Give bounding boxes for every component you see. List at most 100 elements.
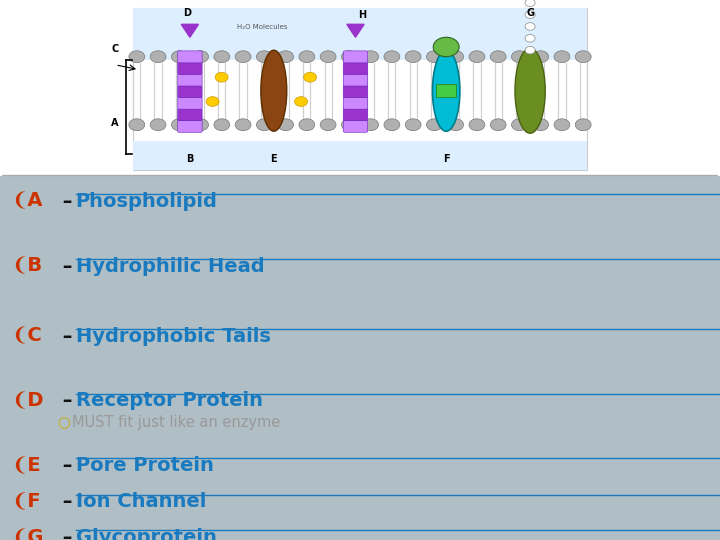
FancyBboxPatch shape	[343, 85, 368, 98]
Polygon shape	[181, 24, 199, 37]
Text: MUST fit just like an enzyme: MUST fit just like an enzyme	[72, 415, 280, 430]
Text: ❨C: ❨C	[11, 327, 42, 346]
Circle shape	[193, 51, 209, 63]
Ellipse shape	[515, 48, 545, 133]
Text: H: H	[359, 10, 366, 20]
Circle shape	[363, 119, 379, 131]
Circle shape	[278, 119, 294, 131]
Circle shape	[320, 119, 336, 131]
Circle shape	[405, 119, 421, 131]
Text: Hydrophilic Head: Hydrophilic Head	[76, 256, 264, 275]
FancyBboxPatch shape	[133, 8, 587, 170]
FancyBboxPatch shape	[343, 63, 368, 75]
Circle shape	[525, 23, 535, 30]
Circle shape	[533, 119, 549, 131]
Circle shape	[235, 119, 251, 131]
Text: Hydrophobic Tails: Hydrophobic Tails	[76, 327, 271, 346]
Circle shape	[278, 51, 294, 63]
Text: G: G	[526, 8, 534, 18]
Text: ○: ○	[58, 415, 71, 430]
Circle shape	[490, 119, 506, 131]
Text: C: C	[112, 44, 119, 54]
Circle shape	[525, 11, 535, 18]
Circle shape	[206, 97, 219, 106]
Circle shape	[525, 46, 535, 54]
Circle shape	[525, 0, 535, 6]
Circle shape	[214, 51, 230, 63]
Text: Pore Protein: Pore Protein	[76, 456, 213, 475]
Text: –: –	[56, 192, 79, 211]
Circle shape	[215, 72, 228, 82]
Circle shape	[171, 119, 187, 131]
Circle shape	[554, 119, 570, 131]
Text: B: B	[186, 154, 194, 164]
Text: Receptor Protein: Receptor Protein	[76, 392, 263, 410]
FancyBboxPatch shape	[178, 120, 202, 132]
Circle shape	[511, 51, 527, 63]
Text: –: –	[56, 256, 79, 275]
Text: –: –	[56, 492, 79, 511]
Ellipse shape	[433, 50, 460, 131]
Circle shape	[150, 119, 166, 131]
Circle shape	[554, 51, 570, 63]
Circle shape	[575, 119, 591, 131]
Circle shape	[525, 35, 535, 42]
Circle shape	[448, 51, 464, 63]
Circle shape	[575, 51, 591, 63]
FancyBboxPatch shape	[133, 141, 587, 170]
Circle shape	[426, 119, 442, 131]
FancyBboxPatch shape	[178, 97, 202, 109]
Circle shape	[256, 119, 272, 131]
FancyBboxPatch shape	[178, 74, 202, 86]
Circle shape	[129, 119, 145, 131]
Circle shape	[433, 37, 459, 57]
Circle shape	[405, 51, 421, 63]
Circle shape	[426, 51, 442, 63]
Text: ❨D: ❨D	[11, 392, 43, 410]
FancyBboxPatch shape	[0, 0, 720, 176]
Text: Phospholipid: Phospholipid	[76, 192, 217, 211]
Circle shape	[193, 119, 209, 131]
FancyBboxPatch shape	[436, 84, 456, 97]
Circle shape	[294, 97, 307, 106]
FancyBboxPatch shape	[343, 51, 368, 63]
Circle shape	[384, 119, 400, 131]
FancyBboxPatch shape	[343, 120, 368, 132]
Circle shape	[320, 51, 336, 63]
Text: –: –	[56, 392, 79, 410]
Circle shape	[384, 51, 400, 63]
Circle shape	[214, 119, 230, 131]
Circle shape	[363, 51, 379, 63]
FancyBboxPatch shape	[343, 109, 368, 121]
Circle shape	[171, 51, 187, 63]
Circle shape	[304, 72, 317, 82]
Text: ❨F: ❨F	[11, 492, 40, 511]
Text: ❨B: ❨B	[11, 256, 42, 275]
Text: ❨E: ❨E	[11, 456, 40, 475]
Circle shape	[150, 51, 166, 63]
Text: H₂O Molecules: H₂O Molecules	[237, 24, 288, 30]
FancyBboxPatch shape	[178, 63, 202, 75]
Circle shape	[448, 119, 464, 131]
Text: A: A	[112, 118, 119, 129]
Circle shape	[469, 119, 485, 131]
Text: F: F	[443, 154, 449, 164]
FancyBboxPatch shape	[178, 109, 202, 121]
FancyBboxPatch shape	[133, 8, 587, 60]
Text: E: E	[271, 154, 277, 164]
Circle shape	[235, 51, 251, 63]
Text: Glycoprotein: Glycoprotein	[76, 528, 217, 540]
Circle shape	[341, 119, 357, 131]
FancyBboxPatch shape	[178, 51, 202, 63]
Text: –: –	[56, 528, 79, 540]
Text: ❨G: ❨G	[11, 528, 43, 540]
Text: –: –	[56, 456, 79, 475]
Circle shape	[490, 51, 506, 63]
Circle shape	[299, 119, 315, 131]
Circle shape	[129, 51, 145, 63]
Text: ❨A: ❨A	[11, 192, 42, 211]
FancyBboxPatch shape	[343, 97, 368, 109]
Text: Ion Channel: Ion Channel	[76, 492, 206, 511]
Circle shape	[469, 51, 485, 63]
Circle shape	[256, 51, 272, 63]
